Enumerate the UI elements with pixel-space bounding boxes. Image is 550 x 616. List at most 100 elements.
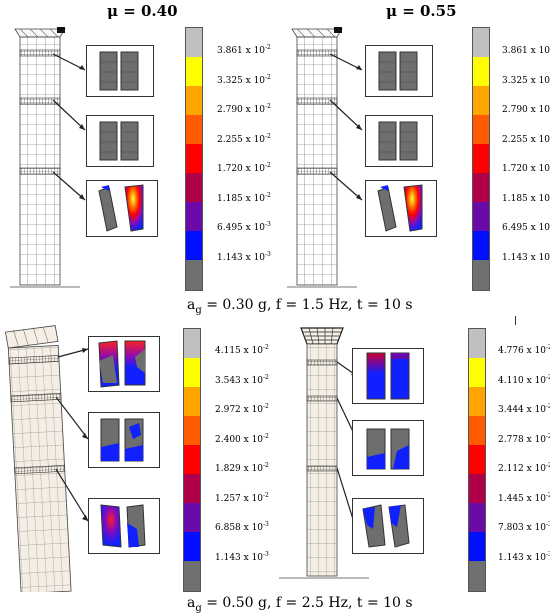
colorbar-swatch	[469, 561, 485, 591]
colorbar-tick-label: 1.720 x 10-2	[502, 164, 550, 174]
colorbar-tick-label: 2.778 x 10-2	[498, 432, 550, 445]
colorbar-swatch	[473, 28, 489, 57]
colorbar-swatch	[473, 86, 489, 115]
colorbar-swatch	[186, 144, 202, 173]
detail-box-middle	[352, 420, 424, 476]
colorbar-swatch	[186, 86, 202, 115]
detail-box-bottom	[86, 180, 158, 237]
caption-bottom: ag = 0.50 g, f = 2.5 Hz, t = 10 s	[187, 595, 413, 614]
panel-top-right: 3.861 x 10-2 3.325 x 10-2 2.790 x 10-2 2.25…	[275, 0, 550, 300]
column-model-bottom-left	[4, 325, 72, 592]
detail-box-top	[352, 348, 424, 404]
colorbar-swatch	[184, 329, 200, 358]
colorbar-tick-label: 1.185 x 10-2	[217, 191, 271, 204]
colorbar-tick-label: 1.143 x 10-3	[498, 550, 550, 563]
colorbar-swatch	[473, 173, 489, 202]
colorbar-tick-label: 3.543 x 10-2	[215, 373, 269, 386]
colorbar-top-left	[185, 27, 203, 291]
colorbar-tick-label: 3.861 x 10-2	[217, 44, 271, 56]
detail-box-bottom	[352, 498, 424, 554]
colorbar-swatch	[473, 231, 489, 260]
scale-labels-bottom-right: 4.776 x 10-2 4.110 x 10-2 3.444 x 10-2 2.77…	[498, 320, 550, 595]
pointer-arrows-bottom-left	[55, 348, 89, 522]
colorbar-swatch	[186, 28, 202, 57]
colorbar-tick-label: 6.495 x 10-3	[217, 221, 271, 233]
colorbar-swatch	[469, 503, 485, 532]
colorbar-tick-label: 1.445 x 10-2	[498, 491, 550, 504]
colorbar-swatch	[184, 445, 200, 474]
colorbar-tick-label: 2.112 x 10-2	[498, 462, 550, 474]
colorbar-tick-label: 3.444 x 10-2	[498, 403, 550, 415]
detail-box-bottom	[365, 180, 437, 237]
detail-box-middle	[365, 115, 433, 167]
colorbar-swatch	[469, 474, 485, 503]
colorbar-tick-label: 7.803 x 10-3	[498, 521, 550, 533]
colorbar-swatch	[469, 358, 485, 387]
colorbar-swatch	[184, 532, 200, 561]
colorbar-swatch	[473, 144, 489, 173]
colorbar-swatch	[186, 173, 202, 202]
colorbar-swatch	[186, 260, 202, 290]
colorbar-swatch	[469, 387, 485, 416]
colorbar-tick-label: 6.858 x 10-3	[215, 521, 269, 533]
caption-top: ag = 0.30 g, f = 1.5 Hz, t = 10 s	[187, 297, 413, 316]
detail-box-bottom	[88, 498, 160, 554]
detail-box-middle	[86, 115, 154, 167]
colorbar-tick-label: 1.185 x 10-2	[502, 193, 550, 204]
column-model-top-left	[10, 27, 80, 288]
colorbar-tick-label: 1.720 x 10-2	[217, 162, 271, 174]
colorbar-bottom-left	[183, 328, 201, 592]
colorbar-swatch	[184, 503, 200, 532]
colorbar-swatch	[469, 532, 485, 561]
colorbar-swatch	[186, 202, 202, 231]
colorbar-tick-label: 1.829 x 10-2	[215, 462, 269, 474]
cursor-mark	[515, 316, 516, 325]
scale-labels-top-right: 3.861 x 10-2 3.325 x 10-2 2.790 x 10-2 2.25…	[502, 0, 550, 300]
scale-labels-top-left: 3.861 x 10-2 3.325 x 10-2 2.790 x 10-2 2.25…	[217, 0, 277, 300]
panel-bottom-left: 4.115 x 10-2 3.543 x 10-2 2.972 x 10-2 2.40…	[0, 320, 275, 595]
detail-box-middle	[88, 412, 160, 468]
colorbar-tick-label: 6.495 x 10-3	[502, 223, 550, 233]
colorbar-top-right	[472, 27, 490, 291]
column-model-top-right	[287, 27, 357, 288]
colorbar-swatch	[186, 231, 202, 260]
scale-labels-bottom-left: 4.115 x 10-2 3.543 x 10-2 2.972 x 10-2 2.40…	[215, 320, 275, 595]
colorbar-tick-label: 2.255 x 10-2	[502, 134, 550, 145]
colorbar-swatch	[473, 115, 489, 144]
colorbar-tick-label: 2.790 x 10-2	[502, 105, 550, 115]
colorbar-swatch	[184, 387, 200, 416]
colorbar-tick-label: 2.790 x 10-2	[217, 103, 271, 115]
colorbar-swatch	[469, 329, 485, 358]
colorbar-tick-label: 3.325 x 10-2	[502, 75, 550, 86]
colorbar-tick-label: 1.143 x 10-3	[217, 250, 271, 263]
colorbar-tick-label: 2.400 x 10-2	[215, 432, 269, 445]
colorbar-swatch	[473, 57, 489, 86]
colorbar-swatch	[184, 474, 200, 503]
header-mu-040: μ = 0.40	[107, 2, 178, 20]
panel-top-left: 3.861 x 10-2 3.325 x 10-2 2.790 x 10-2 2.25…	[0, 0, 275, 300]
colorbar-swatch	[469, 416, 485, 445]
colorbar-swatch	[186, 115, 202, 144]
colorbar-swatch	[184, 358, 200, 387]
colorbar-swatch	[184, 416, 200, 445]
colorbar-swatch	[473, 260, 489, 290]
header-mu-055: μ = 0.55	[386, 2, 457, 20]
colorbar-tick-label: 1.143 x 10-3	[215, 550, 269, 563]
colorbar-bottom-right	[468, 328, 486, 592]
colorbar-tick-label: 4.115 x 10-2	[215, 344, 269, 356]
colorbar-tick-label: 1.257 x 10-2	[215, 491, 269, 504]
pointer-arrows-top-left	[52, 53, 86, 201]
colorbar-swatch	[473, 202, 489, 231]
colorbar-swatch	[184, 561, 200, 591]
colorbar-tick-label: 1.143 x 10-3	[502, 252, 550, 263]
colorbar-tick-label: 2.972 x 10-2	[215, 403, 269, 415]
pointer-arrows-top-right	[329, 53, 363, 201]
colorbar-tick-label: 3.861 x 10-2	[502, 46, 550, 56]
colorbar-swatch	[469, 445, 485, 474]
detail-box-top	[86, 45, 154, 97]
colorbar-tick-label: 4.776 x 10-2	[498, 344, 550, 356]
colorbar-tick-label: 3.325 x 10-2	[217, 73, 271, 86]
detail-box-top	[365, 45, 433, 97]
detail-box-top	[88, 336, 160, 392]
colorbar-tick-label: 4.110 x 10-2	[498, 373, 550, 386]
